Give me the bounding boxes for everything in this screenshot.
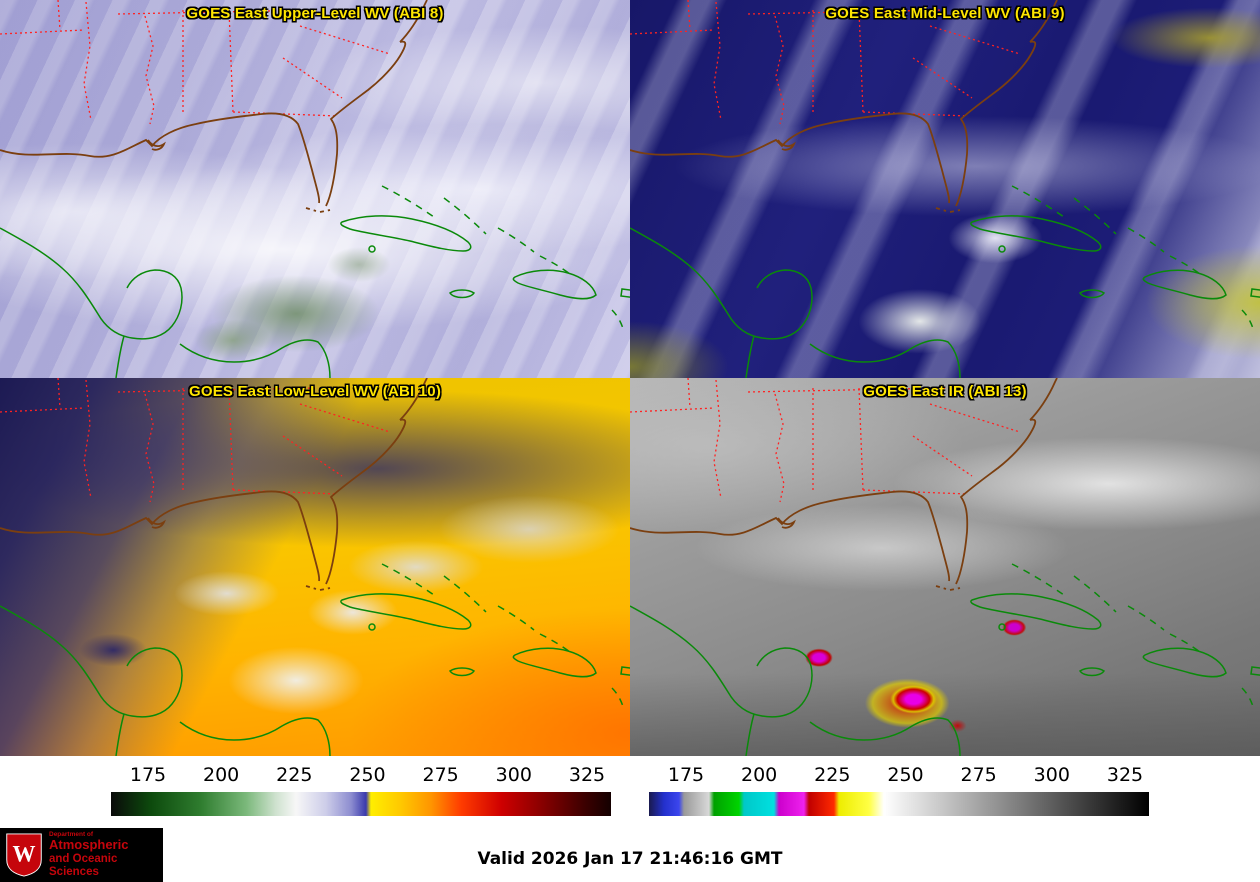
tick-label: 200 (741, 764, 778, 786)
svg-text:W: W (13, 842, 36, 867)
panel-title-mid-wv: GOES East Mid-Level WV (ABI 9) (825, 5, 1065, 22)
tick-label: 225 (276, 764, 313, 786)
wv-colorbar-ticks: 175 200 225 250 275 300 325 (111, 764, 611, 790)
wv-colorbar-gradient (111, 792, 611, 816)
ir-colorbar-ticks: 175 200 225 250 275 300 325 (649, 764, 1149, 790)
uw-aos-logo: W Department of Atmospheric and Oceanic … (0, 828, 163, 882)
logo-line2: and Oceanic Sciences (49, 852, 118, 879)
ir-colorbar: 175 200 225 250 275 300 325 (649, 764, 1149, 816)
basemap-overlay (630, 378, 1260, 756)
uw-crest-icon: W (6, 833, 42, 877)
satellite-grid: GOES East Upper-Level WV (ABI 8) GOES Ea… (0, 0, 1260, 756)
tick-label: 175 (667, 764, 705, 786)
panel-ir: GOES East IR (ABI 13) (630, 378, 1260, 756)
tick-label: 175 (129, 764, 167, 786)
tick-label: 300 (1033, 764, 1070, 786)
colorbar-row: 175 200 225 250 275 300 325 175 200 225 … (0, 756, 1260, 816)
basemap-overlay (0, 0, 630, 378)
tick-label: 250 (887, 764, 924, 786)
tick-label: 325 (1106, 764, 1144, 786)
tick-label: 275 (422, 764, 459, 786)
tick-label: 300 (495, 764, 532, 786)
tick-label: 200 (203, 764, 240, 786)
tick-label: 250 (349, 764, 386, 786)
panel-title-upper-wv: GOES East Upper-Level WV (ABI 8) (186, 5, 444, 22)
tick-label: 325 (568, 764, 606, 786)
logo-line1: Atmospheric (49, 837, 129, 853)
tick-label: 225 (814, 764, 851, 786)
basemap-overlay (0, 378, 630, 756)
tick-label: 275 (960, 764, 997, 786)
wv-colorbar: 175 200 225 250 275 300 325 (111, 764, 611, 816)
basemap-overlay (630, 0, 1260, 378)
panel-title-low-wv: GOES East Low-Level WV (ABI 10) (188, 383, 442, 400)
logo-dept-line: Department of (49, 830, 94, 838)
valid-time: Valid 2026 Jan 17 21:46:16 GMT (477, 849, 783, 869)
panel-mid-level-wv: GOES East Mid-Level WV (ABI 9) (630, 0, 1260, 378)
panel-low-level-wv: GOES East Low-Level WV (ABI 10) (0, 378, 630, 756)
panel-title-ir: GOES East IR (ABI 13) (863, 383, 1027, 400)
logo-text: Department of Atmospheric and Oceanic Sc… (49, 831, 163, 880)
panel-upper-level-wv: GOES East Upper-Level WV (ABI 8) (0, 0, 630, 378)
legend-footer: 175 200 225 250 275 300 325 175 200 225 … (0, 756, 1260, 882)
ir-colorbar-gradient (649, 792, 1149, 816)
